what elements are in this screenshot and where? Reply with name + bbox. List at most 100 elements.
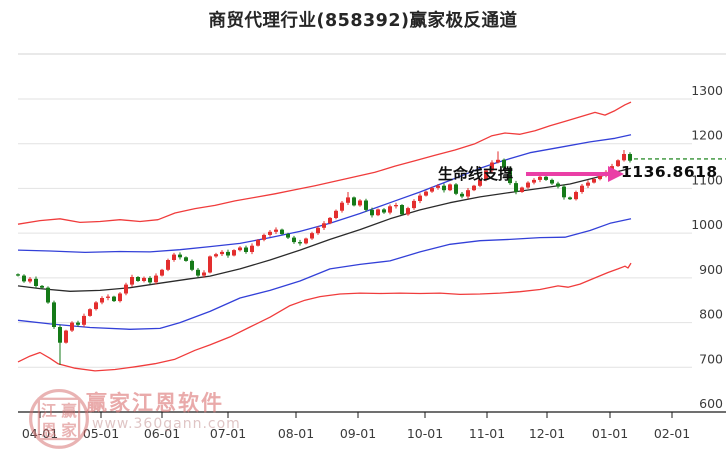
candle-body [538, 176, 542, 180]
candle-body [502, 159, 506, 168]
x-axis-label: 05-01 [83, 426, 119, 441]
candle-body [262, 234, 266, 240]
candle-body [574, 192, 578, 200]
x-axis-label: 09-01 [340, 426, 376, 441]
candle-body [376, 209, 380, 216]
candle-body [328, 217, 332, 224]
candle-body [112, 296, 116, 302]
y-axis-label: 900 [699, 262, 723, 277]
candle-body [268, 231, 272, 235]
x-axis-label: 07-01 [210, 426, 246, 441]
candle-body [364, 200, 368, 210]
candle-body [322, 223, 326, 228]
candle-body [466, 190, 470, 197]
candle-body [274, 229, 278, 232]
x-axis-label: 08-01 [278, 426, 314, 441]
candle-body [238, 247, 242, 251]
lifeline-support-label: 生命线支撑 [438, 165, 514, 183]
candle-body [172, 254, 176, 260]
candle-body [100, 298, 104, 303]
x-axis-label: 12-01 [529, 426, 565, 441]
candle-body [382, 209, 386, 213]
candle-body [484, 170, 488, 180]
candle-body [148, 277, 152, 283]
candle-body [334, 210, 338, 218]
candle-body [70, 322, 74, 331]
candle-body [400, 205, 404, 215]
chart-title: 商贸代理行业(858392)赢家极反通道 [208, 11, 518, 31]
candle-body [370, 209, 374, 216]
candle-body [436, 185, 440, 188]
candle-body [124, 284, 128, 294]
candle-body [28, 278, 32, 282]
candle-body [532, 179, 536, 183]
candle-body [490, 162, 494, 171]
candle-body [82, 315, 86, 325]
candle-body [34, 278, 38, 286]
candle-body [520, 187, 524, 192]
candle-body [298, 242, 302, 244]
candle-body [568, 197, 572, 200]
y-axis-label: 800 [699, 307, 723, 322]
candle-body [622, 154, 626, 161]
y-axis-label: 700 [699, 351, 723, 366]
channel-line-upper-blue [17, 134, 632, 254]
candle-body [292, 237, 296, 243]
candle-body [58, 327, 62, 343]
candle-body [472, 185, 476, 191]
candle-body [178, 254, 182, 258]
candle-body [208, 256, 212, 273]
lifeline-value-label: 1136.8618 [621, 163, 718, 181]
candle-body [592, 179, 596, 183]
candle-body [586, 182, 590, 186]
candle-body [136, 277, 140, 281]
candle-body [478, 179, 482, 186]
candle-body [256, 239, 260, 246]
candle-body [16, 274, 20, 276]
y-axis-label: 1000 [691, 217, 723, 232]
y-axis-label: 1300 [691, 83, 723, 98]
channel-line-lower-blue [17, 218, 632, 330]
candle-body [280, 229, 284, 235]
x-axis-label: 11-01 [469, 426, 505, 441]
candle-body [184, 257, 188, 261]
channel-line-lifeline-black [17, 167, 632, 292]
candle-body [388, 206, 392, 213]
y-axis-label: 1100 [691, 172, 723, 187]
candle-body [88, 309, 92, 316]
candle-body [598, 175, 602, 180]
candle-body [118, 293, 122, 302]
candle-body [190, 260, 194, 270]
candle-body [214, 254, 218, 257]
candle-body [244, 247, 248, 252]
candle-body [496, 159, 500, 163]
candle-body [508, 167, 512, 184]
x-axis-label: 01-01 [592, 426, 628, 441]
candle-body [76, 322, 80, 325]
candle-body [406, 208, 410, 215]
candle-body [232, 250, 236, 256]
candle-body [22, 275, 26, 282]
candle-body [196, 269, 200, 276]
candle-body [580, 185, 584, 192]
candle-body [160, 269, 164, 276]
y-axis-label: 1200 [691, 128, 723, 143]
arrow-head [608, 166, 624, 182]
candle-body [514, 183, 518, 192]
candle-body [358, 200, 362, 206]
channel-line-upper-red [17, 101, 632, 225]
candle-body [418, 195, 422, 201]
candle-body [430, 188, 434, 192]
x-axis-label: 10-01 [407, 426, 443, 441]
candle-body [250, 245, 254, 252]
candle-body [460, 193, 464, 197]
candle-body [304, 238, 308, 244]
channel-line-lower-red [17, 262, 632, 372]
support-arrow-icon [526, 166, 624, 182]
candle-body [310, 233, 314, 239]
candle-body [526, 182, 530, 188]
candle-body [340, 202, 344, 211]
candle-body [130, 277, 134, 285]
